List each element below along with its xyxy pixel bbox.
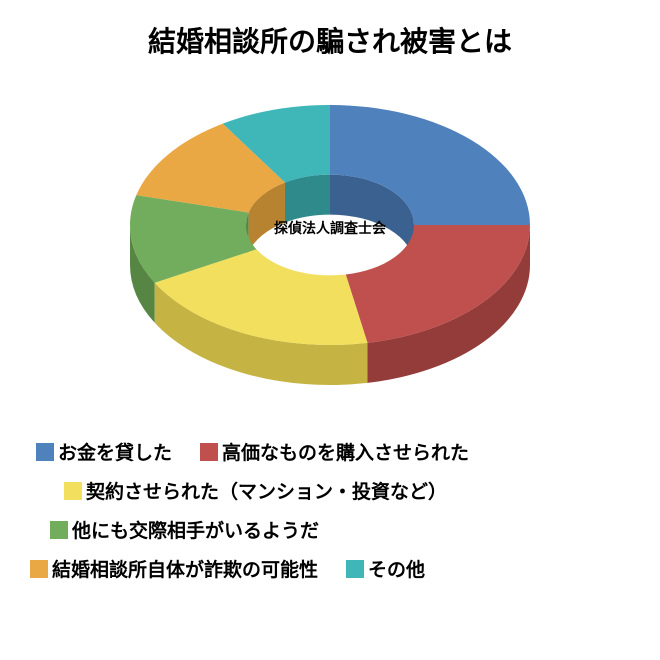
- legend-swatch: [346, 560, 364, 578]
- legend-label: 結婚相談所自体が詐欺の可能性: [52, 555, 318, 582]
- slice-inner-side: [285, 175, 330, 223]
- legend-swatch: [36, 443, 54, 461]
- legend-label: その他: [368, 555, 425, 582]
- legend-item: 他にも交際相手がいるようだ: [50, 516, 319, 543]
- legend-label: 高価なものを購入させられた: [222, 438, 469, 465]
- legend-label: 契約させられた（マンション・投資など）: [86, 477, 447, 504]
- legend-item: その他: [346, 555, 425, 582]
- legend-item: 契約させられた（マンション・投資など）: [64, 477, 447, 504]
- legend-swatch: [200, 443, 218, 461]
- legend: お金を貸した 高価なものを購入させられた契約させられた（マンション・投資など） 他に…: [30, 438, 630, 594]
- legend-item: 高価なものを購入させられた: [200, 438, 469, 465]
- legend-item: お金を貸した: [36, 438, 172, 465]
- donut-chart: 探偵法人調査士会: [110, 70, 550, 410]
- legend-row: 他にも交際相手がいるようだ: [30, 516, 630, 543]
- legend-swatch: [50, 521, 68, 539]
- legend-row: お金を貸した 高価なものを購入させられた: [30, 438, 630, 465]
- chart-title: 結婚相談所の騙され被害とは: [0, 20, 660, 60]
- legend-item: 結婚相談所自体が詐欺の可能性: [30, 555, 318, 582]
- legend-label: 他にも交際相手がいるようだ: [72, 516, 319, 543]
- legend-swatch: [64, 482, 82, 500]
- legend-label: お金を貸した: [58, 438, 172, 465]
- legend-swatch: [30, 560, 48, 578]
- legend-row: 契約させられた（マンション・投資など）: [30, 477, 630, 504]
- legend-row: 結婚相談所自体が詐欺の可能性 その他: [30, 555, 630, 582]
